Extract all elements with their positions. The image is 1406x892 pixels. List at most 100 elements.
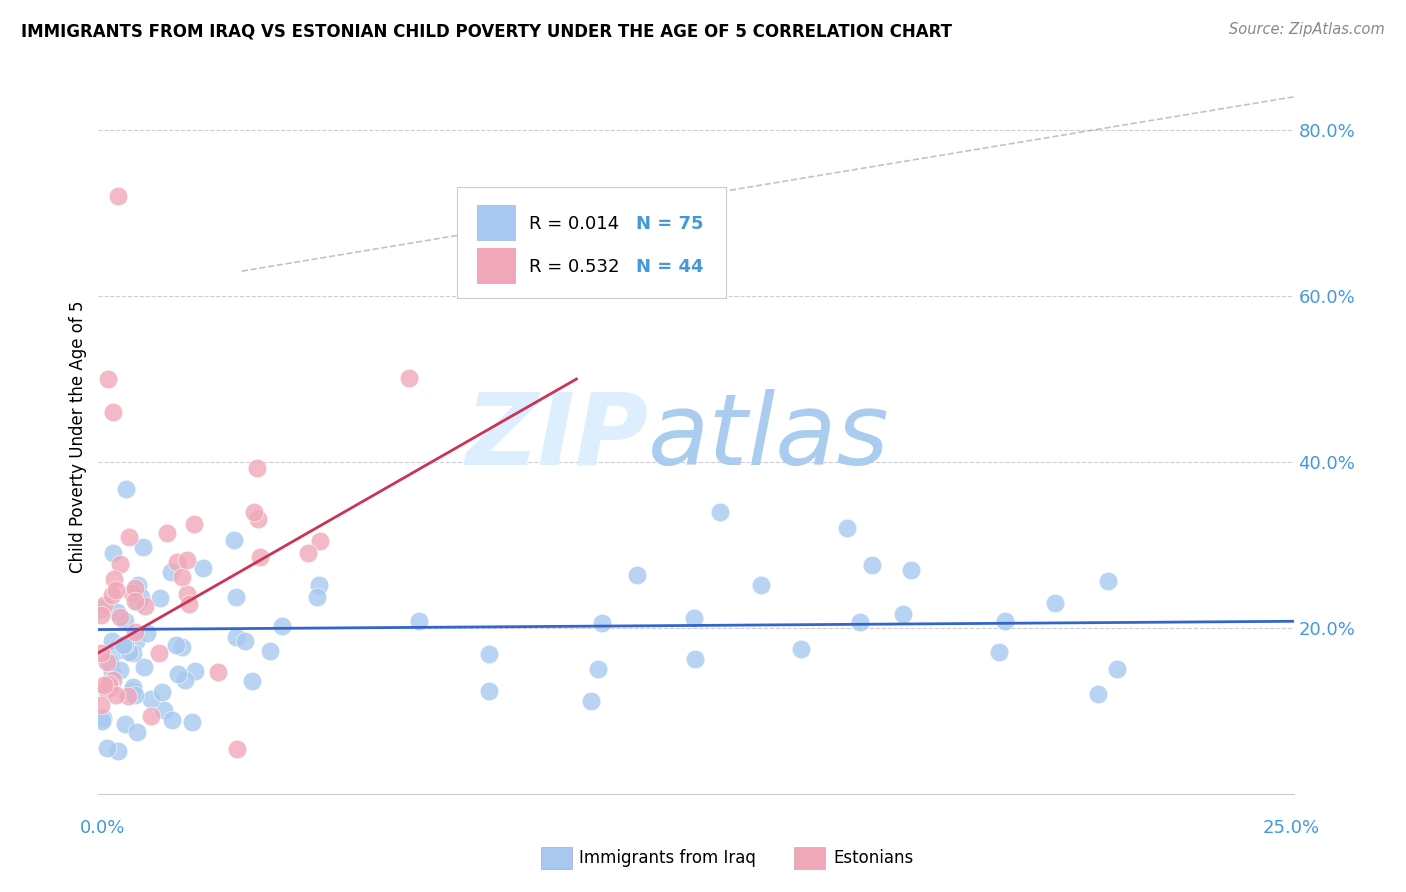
Point bbox=[848, 615, 870, 630]
Point bbox=[183, 517, 205, 532]
Point bbox=[225, 590, 247, 604]
Point bbox=[124, 593, 146, 607]
Text: 0.0%: 0.0% bbox=[80, 819, 125, 837]
Point bbox=[112, 638, 135, 652]
Text: R = 0.014: R = 0.014 bbox=[529, 216, 619, 234]
Point bbox=[124, 688, 146, 702]
Point bbox=[225, 631, 247, 645]
Point bbox=[122, 646, 145, 660]
Point bbox=[103, 572, 125, 586]
Point bbox=[93, 678, 115, 692]
Point bbox=[122, 681, 145, 695]
Point bbox=[398, 371, 420, 385]
FancyBboxPatch shape bbox=[477, 248, 516, 284]
Point bbox=[121, 684, 143, 698]
Point bbox=[249, 549, 271, 564]
Point bbox=[90, 602, 112, 616]
Point bbox=[134, 599, 156, 613]
Point bbox=[94, 682, 117, 697]
Point bbox=[98, 655, 121, 669]
Point bbox=[139, 709, 162, 723]
Point bbox=[259, 643, 281, 657]
Point bbox=[1043, 596, 1066, 610]
Point bbox=[121, 586, 143, 600]
Point bbox=[104, 582, 127, 597]
Point bbox=[124, 625, 146, 640]
Point bbox=[136, 626, 159, 640]
Point bbox=[132, 660, 155, 674]
Point bbox=[683, 611, 706, 625]
Point bbox=[1087, 687, 1109, 701]
Point bbox=[172, 570, 194, 584]
Point bbox=[114, 614, 136, 628]
Point bbox=[176, 553, 198, 567]
Point bbox=[835, 521, 858, 535]
Point bbox=[586, 662, 609, 676]
Point bbox=[107, 189, 129, 203]
Point bbox=[297, 546, 319, 560]
Point bbox=[176, 586, 198, 600]
Point bbox=[478, 647, 501, 661]
Point bbox=[139, 691, 162, 706]
Point bbox=[108, 557, 131, 571]
Point bbox=[105, 605, 128, 619]
Point bbox=[96, 741, 118, 756]
Point bbox=[91, 711, 114, 725]
Point bbox=[156, 526, 179, 541]
Point bbox=[860, 558, 883, 573]
Text: R = 0.532: R = 0.532 bbox=[529, 259, 619, 277]
Point bbox=[107, 744, 129, 758]
Point bbox=[108, 610, 131, 624]
Point bbox=[105, 644, 128, 658]
Point bbox=[184, 665, 207, 679]
Point bbox=[108, 663, 131, 677]
Point bbox=[127, 724, 149, 739]
Point bbox=[115, 482, 138, 496]
Point bbox=[177, 598, 200, 612]
Point bbox=[129, 590, 152, 604]
Point bbox=[165, 638, 187, 652]
FancyBboxPatch shape bbox=[457, 187, 725, 298]
Point bbox=[96, 655, 118, 669]
Point bbox=[160, 713, 183, 727]
Point bbox=[91, 714, 114, 729]
Point bbox=[478, 684, 501, 698]
Point bbox=[114, 637, 136, 651]
Point bbox=[1105, 662, 1128, 676]
Point bbox=[90, 698, 112, 712]
Point bbox=[307, 590, 329, 604]
Point bbox=[900, 563, 922, 577]
Point bbox=[233, 634, 256, 648]
Text: Estonians: Estonians bbox=[834, 849, 914, 867]
Point bbox=[749, 577, 772, 591]
Point bbox=[271, 619, 294, 633]
Point bbox=[172, 640, 194, 654]
Y-axis label: Child Poverty Under the Age of 5: Child Poverty Under the Age of 5 bbox=[69, 301, 87, 574]
Point bbox=[224, 533, 246, 547]
Point bbox=[891, 607, 914, 622]
Point bbox=[98, 676, 121, 690]
Text: Source: ZipAtlas.com: Source: ZipAtlas.com bbox=[1229, 22, 1385, 37]
Point bbox=[152, 703, 174, 717]
FancyBboxPatch shape bbox=[477, 205, 516, 241]
Point bbox=[591, 615, 613, 630]
Point bbox=[987, 645, 1010, 659]
Point bbox=[246, 460, 269, 475]
Point bbox=[160, 566, 183, 580]
Text: Immigrants from Iraq: Immigrants from Iraq bbox=[579, 849, 756, 867]
Point bbox=[166, 555, 188, 569]
Point bbox=[117, 689, 139, 703]
Point bbox=[167, 666, 190, 681]
Point bbox=[118, 530, 141, 544]
Point bbox=[709, 505, 731, 519]
Point bbox=[685, 651, 707, 665]
Point bbox=[626, 568, 648, 582]
Point bbox=[408, 614, 430, 628]
Point bbox=[789, 641, 811, 656]
Point bbox=[124, 582, 146, 596]
Point bbox=[90, 646, 112, 660]
Point bbox=[243, 505, 266, 519]
Point bbox=[127, 578, 149, 592]
Point bbox=[149, 591, 172, 605]
Point bbox=[226, 742, 249, 756]
